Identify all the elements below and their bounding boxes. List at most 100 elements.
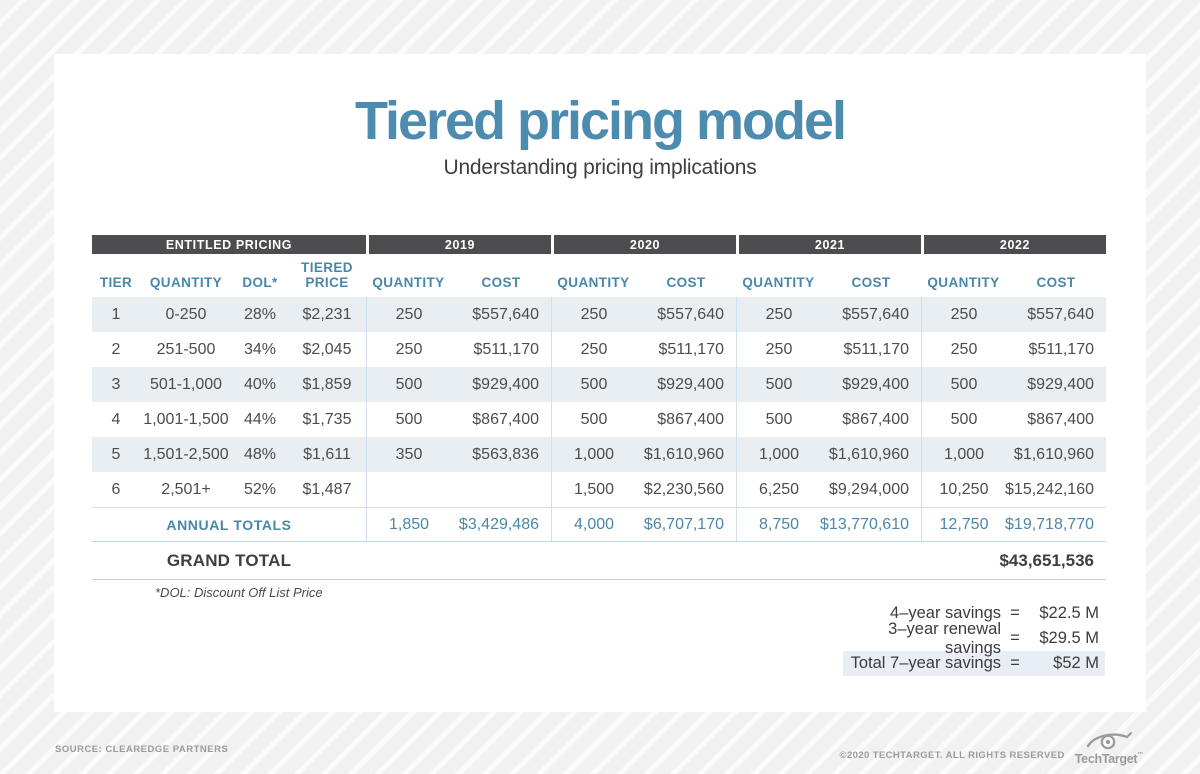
page-title: Tiered pricing model [354, 91, 847, 151]
column-header: TIERED PRICE [301, 259, 353, 290]
table-cell: $929,400 [657, 375, 724, 393]
source-credit: SOURCE: CLEAREDGE PARTNERS [55, 744, 229, 755]
table-cell: $867,400 [472, 410, 539, 428]
table-cell: $511,170 [843, 340, 909, 358]
table-cell: $1,610,960 [643, 445, 724, 463]
table-cell: $1,610,960 [1013, 445, 1094, 463]
table-cell: $1,487 [302, 480, 352, 498]
table-row: 1 0-250 28% $2,231 250 $557,640 250 $557… [92, 297, 1106, 332]
column-header: QUANTITY [557, 274, 630, 290]
table-cell: $557,640 [842, 305, 909, 323]
column-header-row: TIER QUANTITY DOL* TIERED PRICE QUANTITY… [92, 254, 1106, 297]
savings-label: 3–year renewal savings [888, 619, 1001, 657]
group-header-2021: 2021 [739, 235, 921, 254]
table-cell: $929,400 [1027, 375, 1094, 393]
table-cell: 1,500 [551, 472, 636, 507]
table-cell: 1,000 [921, 437, 1006, 472]
table-cell: $1,859 [302, 375, 352, 393]
table-cell: $2,231 [302, 305, 352, 323]
table-cell: 8,750 [736, 508, 821, 541]
techtarget-logo: TechTarget™ [1075, 730, 1143, 766]
savings-label: 4–year savings [890, 604, 1001, 622]
table-cell: 1,501-2,500 [143, 445, 229, 463]
table-cell: $557,640 [472, 305, 539, 323]
table-cell: 4,000 [551, 508, 636, 541]
table-cell: 500 [366, 367, 451, 402]
table-cell: $511,170 [658, 340, 724, 358]
table-cell: 500 [736, 402, 821, 437]
table-cell [451, 472, 551, 507]
table-cell: 1,000 [551, 437, 636, 472]
column-header: QUANTITY [149, 274, 223, 290]
table-cell: $13,770,610 [820, 515, 909, 533]
table-cell: 250 [366, 297, 451, 332]
techtarget-wordmark: TechTarget™ [1074, 752, 1144, 766]
table-cell: $2,045 [302, 340, 352, 358]
table-cell: 52% [243, 480, 277, 498]
table-cell: 6,250 [736, 472, 821, 507]
table-cell: 250 [921, 297, 1006, 332]
techtarget-eye-icon [1086, 730, 1132, 755]
table-cell: 250 [366, 332, 451, 367]
column-header: DOL* [242, 274, 278, 290]
table-cell: $19,718,770 [1005, 515, 1094, 533]
table-cell: 250 [736, 332, 821, 367]
table-cell: $9,294,000 [828, 480, 909, 498]
group-header-2019: 2019 [369, 235, 551, 254]
table-cell: $563,836 [472, 445, 539, 463]
table-cell: $557,640 [657, 305, 724, 323]
table-cell: $6,707,170 [643, 515, 724, 533]
column-header: COST [481, 274, 521, 290]
table-cell: 5 [111, 445, 121, 463]
page-subtitle: Understanding pricing implications [443, 156, 757, 179]
infographic-card: Tiered pricing model Understanding prici… [54, 54, 1146, 712]
table-cell: $511,170 [473, 340, 539, 358]
table-cell: 1,000 [736, 437, 821, 472]
savings-row: 4–year savings = $22.5 M [843, 601, 1105, 626]
table-cell: 350 [366, 437, 451, 472]
table-cell: $15,242,160 [1005, 480, 1094, 498]
table-cell: 250 [551, 297, 636, 332]
column-header: QUANTITY [372, 274, 445, 290]
table-cell: 1,001-1,500 [143, 410, 229, 428]
table-cell [366, 472, 451, 507]
savings-summary: 4–year savings = $22.5 M 3–year renewal … [843, 601, 1105, 676]
table-cell: $3,429,486 [458, 515, 539, 533]
table-cell: $1,735 [302, 410, 352, 428]
table-cell: $511,170 [1028, 340, 1094, 358]
column-header: QUANTITY [927, 274, 1000, 290]
group-header-2022: 2022 [924, 235, 1106, 254]
trademark-symbol: ™ [1137, 752, 1143, 758]
table-row: 4 1,001-1,500 44% $1,735 500 $867,400 50… [92, 402, 1106, 437]
table-cell: 500 [921, 402, 1006, 437]
table-cell: 251-500 [156, 340, 216, 358]
copyright-text: ©2020 TECHTARGET. ALL RIGHTS RESERVED [839, 749, 1065, 761]
table-cell: 501-1,000 [149, 375, 223, 393]
column-header: TIER [99, 274, 133, 290]
annual-totals-row: ANNUAL TOTALS 1,850 $3,429,486 4,000 $6,… [92, 507, 1106, 542]
equals-sign: = [1010, 604, 1020, 622]
table-cell: 12,750 [921, 508, 1006, 541]
table-cell: 3 [111, 375, 121, 393]
pricing-table: ENTITLED PRICING 2019 2020 2021 2022 TIE… [92, 235, 1106, 580]
table-row: 3 501-1,000 40% $1,859 500 $929,400 500 … [92, 367, 1106, 402]
table-cell: 2 [111, 340, 121, 358]
table-cell: 500 [736, 367, 821, 402]
grand-total-label: GRAND TOTAL [166, 550, 292, 570]
group-header-entitled-pricing: ENTITLED PRICING [92, 235, 366, 254]
table-cell: 2,501+ [161, 480, 211, 498]
table-cell: 44% [243, 410, 277, 428]
table-cell: 250 [921, 332, 1006, 367]
annual-totals-label: ANNUAL TOTALS [166, 516, 292, 533]
group-header-row: ENTITLED PRICING 2019 2020 2021 2022 [92, 235, 1106, 254]
equals-sign: = [1010, 629, 1020, 647]
table-cell: $557,640 [1027, 305, 1094, 323]
table-row: 2 251-500 34% $2,045 250 $511,170 250 $5… [92, 332, 1106, 367]
group-header-2020: 2020 [554, 235, 736, 254]
table-cell: 250 [736, 297, 821, 332]
table-cell: 28% [243, 305, 277, 323]
grand-total-row: GRAND TOTAL $43,651,536 [92, 542, 1106, 580]
table-cell: 500 [551, 402, 636, 437]
table-cell: 0-250 [165, 305, 207, 323]
column-header: QUANTITY [742, 274, 815, 290]
